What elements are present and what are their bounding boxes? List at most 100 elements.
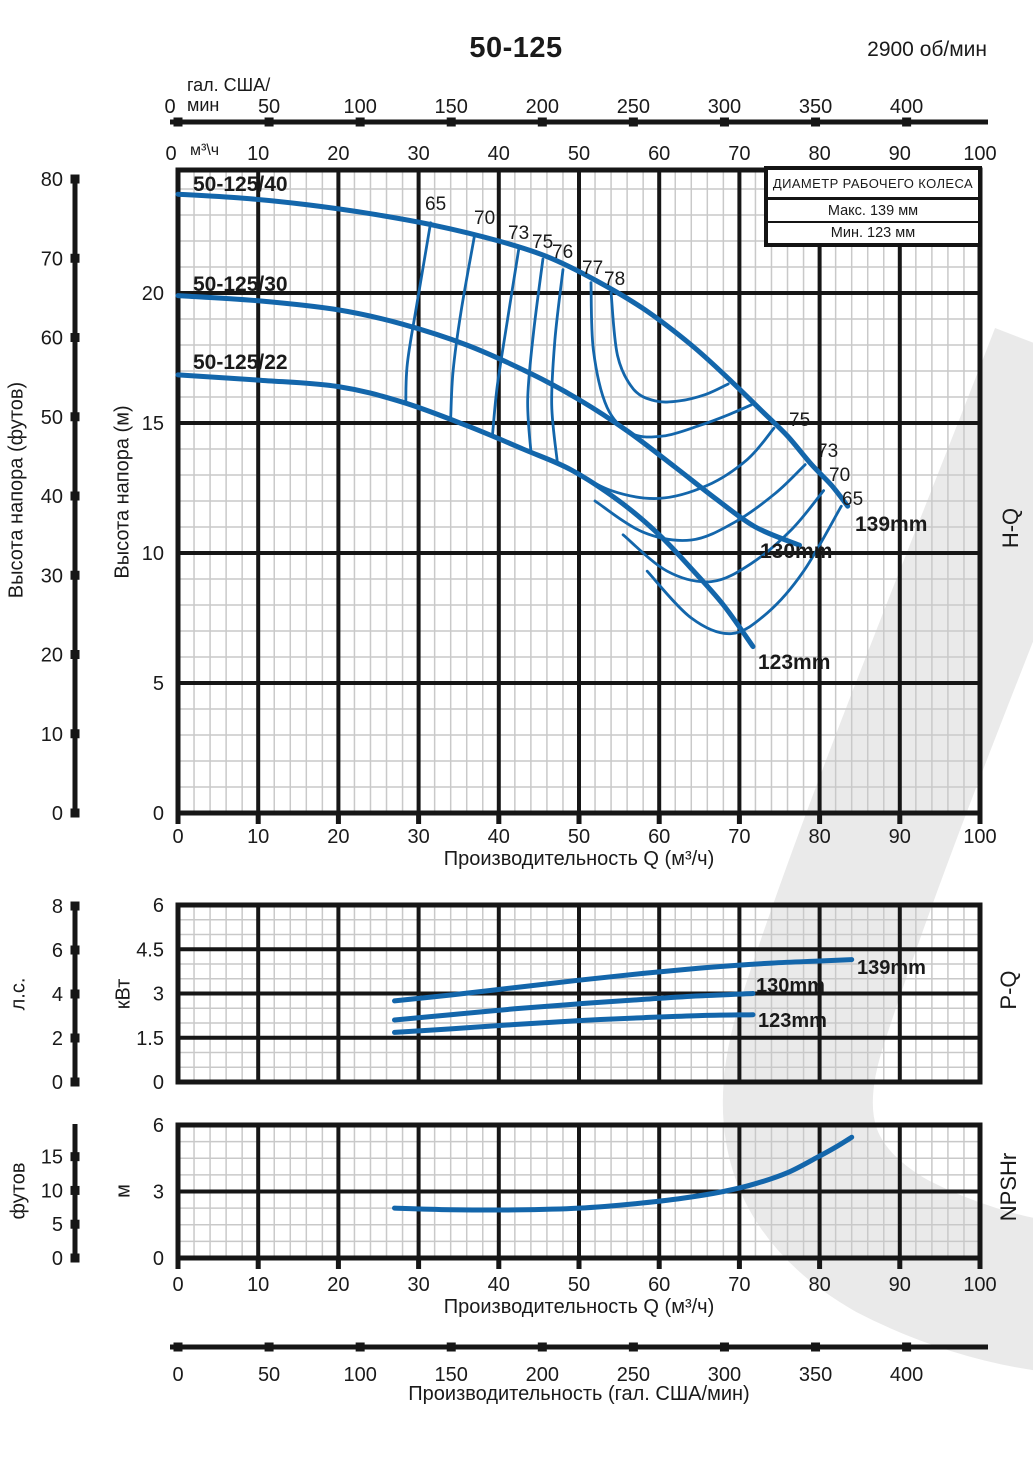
- top-m3h-tick-label: 0: [165, 143, 176, 165]
- npsh-bottom-tick-label: 0: [172, 1274, 183, 1296]
- bottom-gal-tick: [355, 1342, 365, 1352]
- main-m-tick-label: 10: [142, 543, 164, 565]
- npsh-ft-axis-tick: [70, 1185, 80, 1195]
- hq-annotation: 130mm: [760, 540, 832, 563]
- bottom-gal-tick-label: 50: [258, 1364, 280, 1386]
- npsh-ft-axis-tick-label: 15: [41, 1147, 63, 1169]
- top-gal-tick: [173, 117, 183, 127]
- np-bottom-tick: [416, 1260, 422, 1269]
- hq-annotation: 123mm: [758, 651, 830, 674]
- npsh-bottom-tick-label: 10: [247, 1274, 269, 1296]
- gal-bottom-axis-title: Производительность (гал. США/мин): [408, 1383, 750, 1405]
- pq-frame: [175, 902, 983, 1085]
- main-m-tick-label: 20: [142, 283, 164, 305]
- bottom-gal-tick-label: 300: [708, 1364, 741, 1386]
- pq-kw-tick-label: 1.5: [136, 1028, 164, 1050]
- hq-annotation: 73: [817, 441, 838, 462]
- npsh-bottom-tick-label: 90: [889, 1274, 911, 1296]
- top-m3h-tick-label: 80: [808, 143, 830, 165]
- hq-eff-contour-75-left: [526, 257, 545, 453]
- npsh-ft-axis-tick: [70, 1253, 80, 1263]
- top-gal-tick-label: 350: [799, 96, 832, 118]
- pq-annotation: 139mm: [857, 957, 926, 979]
- hq-annotation: 75: [532, 232, 553, 253]
- npsh-left-inner-axis-title: м: [112, 1184, 135, 1198]
- pq-hp-axis-tick-label: 2: [52, 1028, 63, 1050]
- hq-annotation: 139mm: [855, 513, 927, 536]
- top-m3h-tick-label: 40: [488, 143, 510, 165]
- top-gal-tick: [719, 117, 729, 127]
- main-ft-axis-tick: [70, 570, 80, 580]
- hq-eff-contour-70-right: [621, 489, 825, 584]
- pq-kw-tick-label: 3: [153, 984, 164, 1006]
- pq-kw-tick-label: 0: [153, 1072, 164, 1094]
- main-ft-axis-tick: [70, 808, 80, 818]
- bottom-gal-tick: [811, 1342, 821, 1352]
- hq-eff-contour-78-loop: [609, 291, 730, 404]
- hq-annotation: 76: [552, 242, 573, 263]
- main-ft-axis-tick: [70, 491, 80, 501]
- hq-eff-contour-70-left: [449, 233, 477, 420]
- main-ft-axis-tick: [70, 729, 80, 739]
- hq-bottom-tick: [897, 815, 903, 824]
- main-bottom-tick-label: 10: [247, 826, 269, 848]
- hq-eff-contour-76-right: [565, 426, 776, 500]
- top-m3h-tick-label: 100: [963, 143, 996, 165]
- top-gal-tick: [902, 117, 912, 127]
- page-title: 50-125: [469, 32, 563, 64]
- pq-kw-tick-label: 6: [153, 895, 164, 917]
- hq-eff-contour-73-right: [593, 463, 807, 542]
- main-left-inner-axis-title: Высота напора (м): [111, 405, 134, 579]
- npsh-ft-axis-tick-label: 0: [52, 1248, 63, 1270]
- hq-bottom-tick: [736, 815, 742, 824]
- main-ft-axis-tick-label: 30: [41, 565, 63, 587]
- top-m3h-tick-label: 90: [889, 143, 911, 165]
- hq-bottom-tick: [496, 815, 502, 824]
- npsh-side-label: NPSHr: [996, 1152, 1021, 1222]
- pq-side-label: P-Q: [996, 970, 1021, 1010]
- main-ft-axis-tick: [70, 333, 80, 343]
- main-bottom-tick-label: 60: [648, 826, 670, 848]
- top-m3h-tick-label: 30: [407, 143, 429, 165]
- np-bottom-tick: [576, 1260, 582, 1269]
- npsh-m-tick-label: 6: [153, 1115, 164, 1137]
- main-ft-axis-tick-label: 20: [41, 645, 63, 667]
- np-bottom-tick: [656, 1260, 662, 1269]
- main-ft-axis-tick-label: 60: [41, 328, 63, 350]
- hq-bottom-tick: [656, 815, 662, 824]
- top-gal-tick-label: 400: [890, 96, 923, 118]
- top-gal-tick: [446, 117, 456, 127]
- npsh-m-tick-label: 0: [153, 1248, 164, 1270]
- pq-curve-139mm: [392, 957, 855, 1004]
- bottom-gal-tick: [537, 1342, 547, 1352]
- hq-eff-contour-73-left: [491, 247, 521, 438]
- hq-bottom-tick: [335, 815, 341, 824]
- npsh-ft-axis-tick-label: 5: [52, 1214, 63, 1236]
- main-ft-axis-tick-label: 40: [41, 486, 63, 508]
- top-gal-tick: [264, 117, 274, 127]
- top-gal-tick: [355, 117, 365, 127]
- hq-annotation: 77: [582, 258, 603, 279]
- pq-annotation: 123mm: [758, 1010, 827, 1032]
- top-m3h-tick-label: 70: [728, 143, 750, 165]
- hq-annotation: 78: [604, 269, 625, 290]
- pq-kw-tick-label: 4.5: [136, 939, 164, 961]
- hq-annotation: 50-125/22: [193, 351, 288, 374]
- hq-annotation: 65: [425, 194, 446, 215]
- hq-bottom-tick: [255, 815, 261, 824]
- bottom-gal-tick-label: 200: [526, 1364, 559, 1386]
- hq-bottom-tick: [977, 815, 983, 824]
- pq-hp-axis-tick: [70, 901, 80, 911]
- main-ft-axis-tick-label: 0: [52, 803, 63, 825]
- npsh-bottom-tick-label: 80: [808, 1274, 830, 1296]
- top-gal-unit-line1: гал. США/: [187, 75, 271, 95]
- top-m3h-tick-label: 20: [327, 143, 349, 165]
- npsh-ft-axis-tick-label: 10: [41, 1180, 63, 1202]
- pq-hp-axis-tick: [70, 1077, 80, 1087]
- main-left-outer-axis-title: Высота напора (футов): [5, 381, 28, 599]
- main-ft-axis-tick: [70, 412, 80, 422]
- pq-annotation: 130mm: [756, 975, 825, 997]
- main-ft-axis-tick: [70, 650, 80, 660]
- np-bottom-tick: [335, 1260, 341, 1269]
